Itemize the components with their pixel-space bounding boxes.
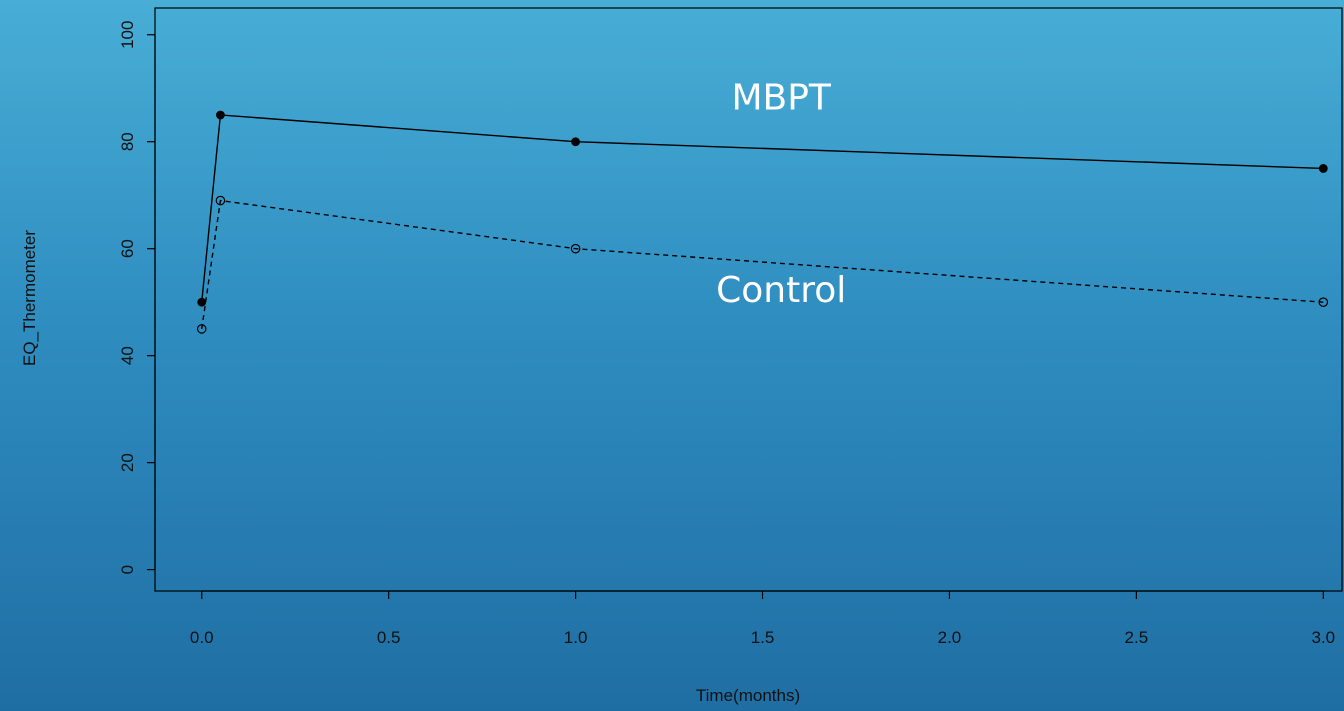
data-point-control [1318, 297, 1329, 307]
y-tick-label: 80 [118, 132, 137, 151]
x-tick-label: 2.0 [938, 628, 962, 647]
y-tick-label: 40 [118, 346, 137, 365]
y-tick-label: 0 [118, 565, 137, 574]
series-layer [196, 110, 1329, 334]
series-line-control [201, 199, 1324, 330]
annotation-label: MBPT [731, 78, 831, 119]
data-point-control [196, 324, 207, 334]
data-point-mbpt [216, 110, 225, 120]
y-tick-label: 20 [118, 453, 137, 472]
data-point-control [570, 243, 581, 254]
annotation-layer: MBPT Control [716, 78, 846, 312]
x-tick-label: 1.0 [564, 628, 588, 647]
x-tick-label: 0.0 [190, 628, 214, 647]
x-tick-label: 2.5 [1125, 628, 1149, 647]
series-control [196, 195, 1329, 334]
annotation-label: Control [716, 270, 846, 311]
data-point-mbpt [197, 297, 207, 307]
data-point-mbpt [1318, 164, 1328, 173]
y-axis-title: EQ_Thermometer [20, 230, 39, 366]
x-axis-title: Time(months) [696, 686, 800, 705]
series-mbpt [197, 110, 1328, 307]
x-tick-label: 3.0 [1311, 628, 1335, 647]
series-line-mbpt [201, 114, 1324, 303]
x-axis: 0.0 0.5 1.0 1.5 2.0 2.5 3.0 [190, 590, 1335, 647]
y-axis: 0 20 40 60 80 100 [118, 21, 156, 574]
data-point-control [215, 195, 226, 206]
y-tick-label: 60 [118, 239, 137, 258]
x-tick-label: 1.5 [751, 628, 775, 647]
x-tick-label: 0.5 [377, 628, 401, 647]
data-point-mbpt [571, 137, 580, 147]
y-tick-label: 100 [118, 21, 137, 49]
